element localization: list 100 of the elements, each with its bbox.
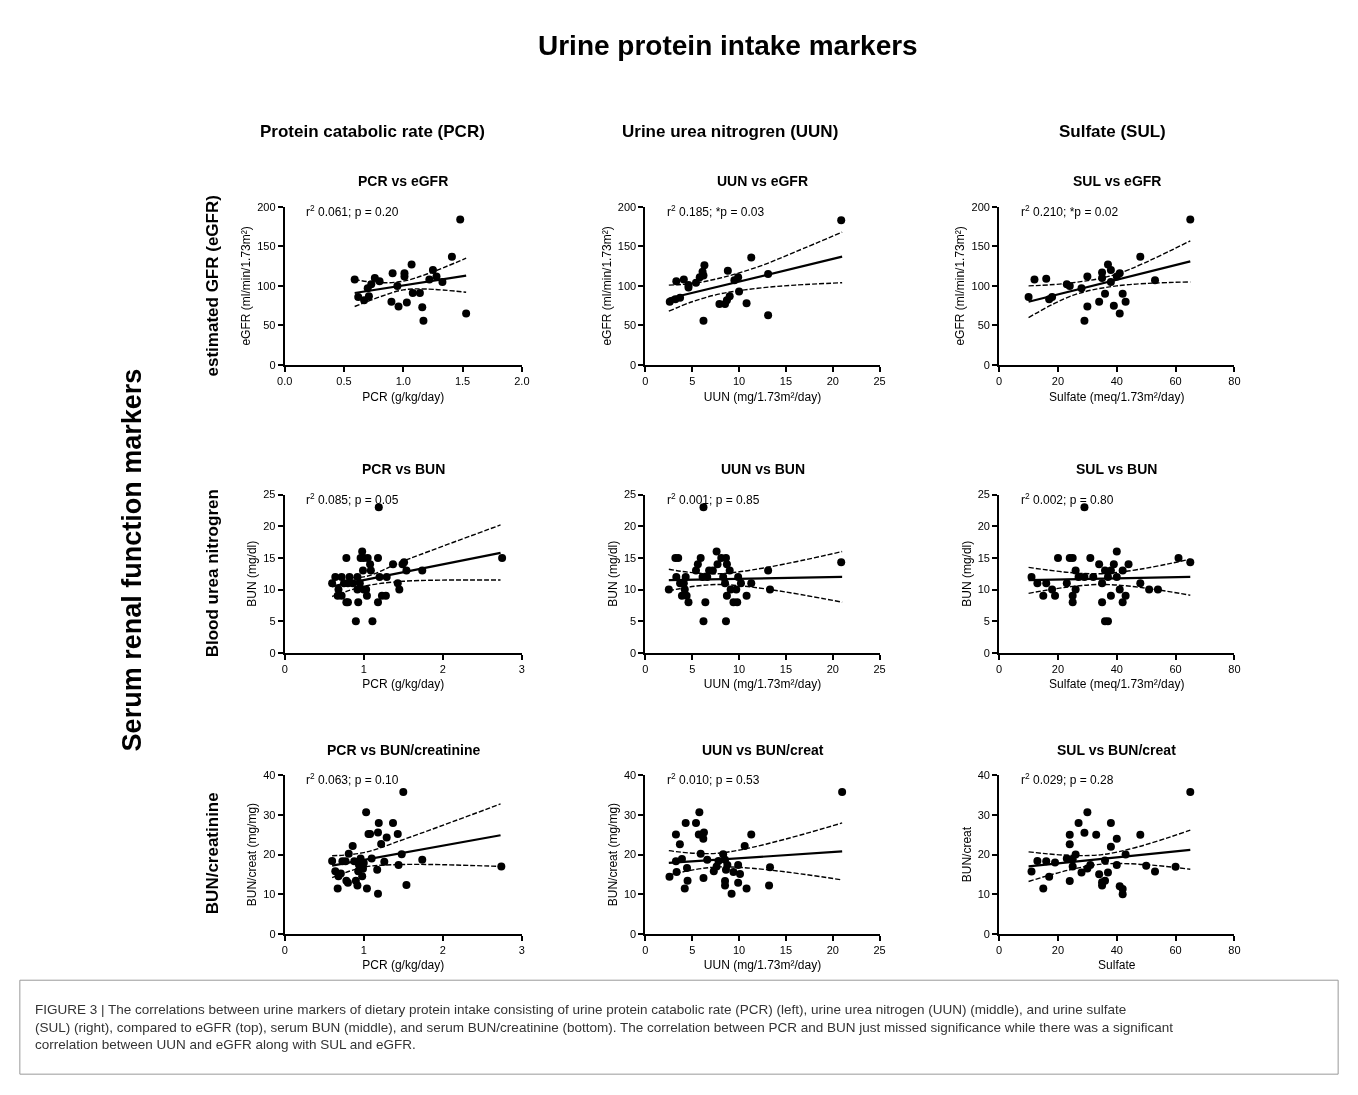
- chart-title: PCR vs BUN/creatinine: [327, 742, 481, 758]
- x-tick-label: 40: [1110, 943, 1123, 956]
- x-tick-label: 15: [779, 943, 793, 956]
- x-tick-label: 5: [689, 375, 696, 388]
- chart-title: SUL vs eGFR: [1073, 173, 1162, 189]
- chart-title: UUN vs BUN/creat: [702, 742, 824, 758]
- y-tick-label: 200: [257, 200, 276, 213]
- x-tick-label: 40: [1110, 375, 1123, 388]
- y-tick-label: 20: [623, 520, 637, 533]
- chart-title: PCR vs BUN: [362, 461, 446, 477]
- text: Urine protein intake markers: [538, 30, 918, 61]
- x-tick-label: 10: [732, 663, 746, 676]
- text: Urine urea nitrogren (UUN): [622, 122, 839, 141]
- x-tick-label: 2.0: [514, 375, 530, 388]
- caption: FIGURE 3 | The correlations between urine markers of dietary protein intake consisting of urine protein catabolic rate (PCR) (left), urine urea nitrogen (UUN) (middle), and urine sulfate (SUL) (right), compared to eGFR (top), serum BUN (middle), and serum BUN/creatinine (bottom). The correlation between PCR and BUN just missed significance while there was a significant correlation between UUN and eGFR along with SUL and eGFR.: [35, 1002, 1174, 1053]
- y-tick-label: 25: [977, 488, 990, 501]
- text: Serum renal function markers: [116, 368, 147, 752]
- annotation: r$^{2}$ 0.085; p = 0.05: [306, 491, 399, 508]
- text: estimated GFR (eGFR): [202, 195, 222, 377]
- y-tick-label: 200: [971, 200, 990, 213]
- x-tick-label: 80: [1228, 375, 1241, 388]
- x-tick-label: 15: [779, 663, 793, 676]
- text: Blood urea nitrogren: [202, 489, 222, 658]
- x-tick-label: 15: [779, 375, 793, 388]
- x-tick-label: 20: [1051, 375, 1065, 388]
- y-tick-label: 20: [977, 520, 990, 533]
- y-tick-label: 30: [623, 808, 637, 821]
- x-tick-label: 60: [1169, 663, 1182, 676]
- y-tick-label: 25: [263, 488, 276, 501]
- x-tick-label: 0: [281, 663, 288, 676]
- text: Protein catabolic rate (PCR): [260, 122, 485, 141]
- text: BUN/creatinine: [202, 792, 222, 915]
- x-tick-label: 80: [1228, 663, 1241, 676]
- x-tick-label: 5: [689, 663, 696, 676]
- x-tick-label: 0: [642, 943, 649, 956]
- y-tick-label: 30: [977, 808, 990, 821]
- y-axis-title: eGFR (ml/min/1.73m²): [238, 226, 253, 346]
- x-tick-label: 0.0: [277, 375, 293, 388]
- chart-title: PCR vs eGFR: [358, 173, 449, 189]
- annotation: r$^{2}$ 0.185; *p = 0.03: [667, 203, 765, 220]
- x-tick-label: 25: [873, 663, 886, 676]
- chart-title: SUL vs BUN/creat: [1057, 742, 1177, 758]
- y-tick-label: 10: [623, 583, 637, 596]
- y-tick-label: 200: [617, 200, 637, 213]
- x-tick-label: 5: [689, 943, 696, 956]
- y-tick-label: 40: [977, 769, 990, 782]
- x-tick-label: 10: [732, 943, 746, 956]
- y-tick-label: 10: [977, 583, 990, 596]
- x-tick-label: 1.5: [454, 375, 471, 388]
- y-tick-label: 20: [263, 848, 276, 861]
- y-tick-label: 150: [257, 240, 276, 253]
- y-tick-label: 0: [983, 358, 990, 371]
- x-tick-label: 3: [518, 943, 525, 956]
- y-tick-label: 15: [623, 551, 637, 564]
- y-tick-label: 50: [263, 319, 276, 332]
- annotation: r$^{2}$ 0.001; p = 0.85: [667, 491, 760, 508]
- y-tick-label: 0: [983, 646, 990, 659]
- y-axis-title: eGFR (ml/min/1.73m²): [953, 226, 968, 346]
- y-tick-label: 100: [257, 279, 276, 292]
- y-axis-title: eGFR (ml/min/1.73m²): [599, 226, 614, 346]
- x-axis-title: Sulfate (meq/1.73m²/day): [1049, 677, 1185, 692]
- x-axis-title: Sulfate (meq/1.73m²/day): [1049, 389, 1185, 404]
- y-axis-title: BUN (mg/dl): [959, 540, 974, 607]
- x-axis-title: UUN (mg/1.73m²/day): [703, 958, 822, 973]
- y-tick-label: 50: [623, 319, 637, 332]
- y-tick-label: 20: [263, 520, 276, 533]
- y-tick-label: 15: [977, 551, 990, 564]
- y-tick-label: 0: [983, 927, 990, 940]
- x-tick-label: 0: [996, 663, 1003, 676]
- annotation: r$^{2}$ 0.061; p = 0.20: [306, 203, 399, 220]
- y-tick-label: 0: [269, 646, 276, 659]
- y-tick-label: 0: [630, 927, 637, 940]
- y-tick-label: 5: [269, 615, 276, 628]
- x-tick-label: 2: [439, 943, 446, 956]
- y-tick-label: 5: [983, 615, 990, 628]
- y-tick-label: 25: [623, 488, 637, 501]
- x-tick-label: 0: [996, 943, 1003, 956]
- y-tick-label: 10: [263, 888, 276, 900]
- x-tick-label: 40: [1110, 663, 1123, 676]
- chart-title: UUN vs BUN: [721, 461, 806, 477]
- y-tick-label: 10: [263, 583, 276, 596]
- y-tick-label: 10: [977, 888, 990, 900]
- y-axis-title: BUN/creat (mg/mg): [605, 802, 620, 907]
- y-tick-label: 40: [623, 769, 637, 782]
- x-axis-title: PCR (g/kg/day): [362, 958, 445, 973]
- annotation: r$^{2}$ 0.010; p = 0.53: [667, 771, 760, 788]
- x-tick-label: 0: [281, 943, 288, 956]
- y-tick-label: 0: [269, 927, 276, 940]
- x-axis-title: UUN (mg/1.73m²/day): [703, 677, 822, 692]
- y-tick-label: 150: [971, 240, 990, 253]
- x-tick-label: 20: [826, 663, 839, 676]
- x-tick-label: 20: [826, 375, 839, 388]
- x-tick-label: 80: [1228, 943, 1241, 956]
- y-axis-title: BUN/creat (mg/mg): [245, 802, 260, 907]
- x-tick-label: 0: [642, 663, 649, 676]
- y-tick-label: 100: [617, 279, 637, 292]
- x-tick-label: 60: [1169, 943, 1182, 956]
- x-tick-label: 10: [732, 375, 746, 388]
- chart-title: UUN vs eGFR: [717, 173, 809, 189]
- x-tick-label: 20: [1051, 663, 1065, 676]
